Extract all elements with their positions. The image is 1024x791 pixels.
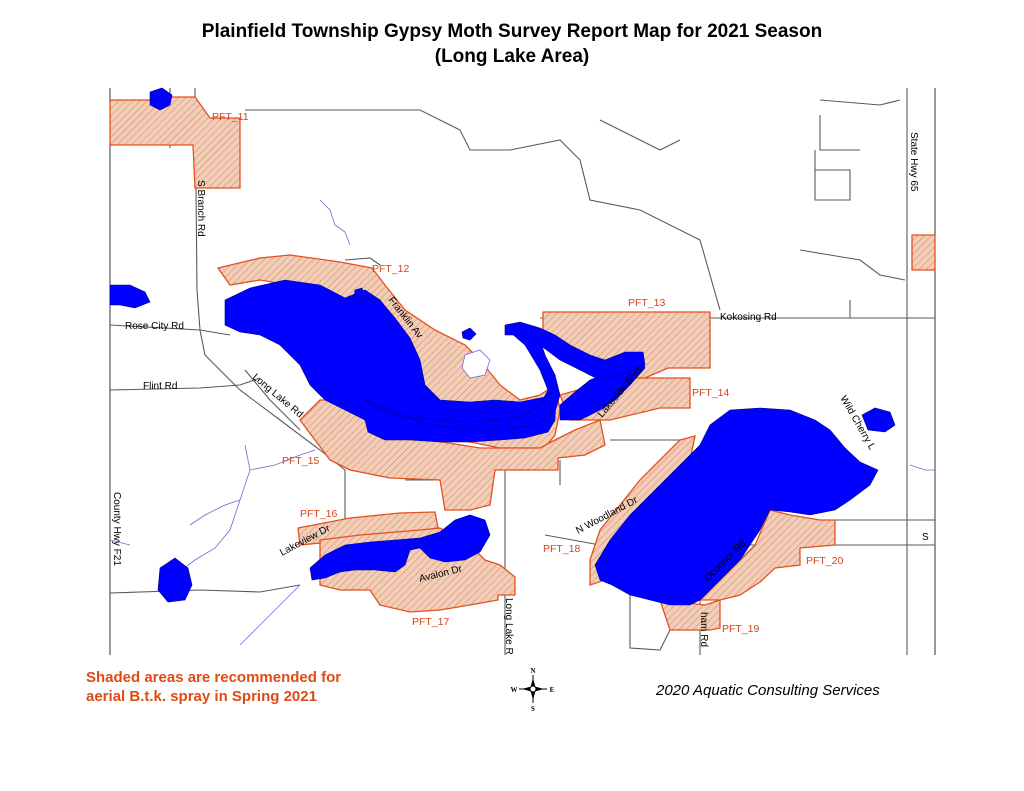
pond-nw — [149, 87, 173, 111]
label-pft-11: PFT_11 — [212, 111, 249, 123]
spray-blocks — [109, 96, 936, 631]
streams — [109, 199, 935, 646]
label-pft-14: PFT_14 — [692, 387, 730, 399]
block-labels: PFT_11 PFT_12 PFT_13 PFT_14 PFT_15 PFT_1… — [212, 111, 844, 635]
compass-east: E — [550, 686, 555, 694]
road-labels: S Branch Rd Rose City Rd Flint Rd Long L… — [111, 132, 929, 655]
long-lake-west — [224, 279, 557, 443]
island-center — [461, 349, 491, 379]
label-pft-19: PFT_19 — [722, 623, 760, 635]
long-lake-north-arm — [504, 321, 646, 381]
credit-text: 2020 Aquatic Consulting Services — [656, 682, 880, 699]
block-east-edge — [911, 234, 936, 271]
spray-note-line1: Shaded areas are recommended for — [86, 669, 342, 686]
label-pft-20: PFT_20 — [806, 555, 844, 567]
label-pft-15: PFT_15 — [282, 455, 320, 467]
block-pft-20 — [698, 509, 836, 601]
label-pft-12: PFT_12 — [372, 263, 410, 275]
label-county-hwy-f21: County Hwy F21 — [111, 492, 122, 566]
map-title-line2: (Long Lake Area) — [434, 46, 590, 67]
label-pft-13: PFT_13 — [628, 297, 666, 309]
map-title-line1: Plainfield Township Gypsy Moth Survey Re… — [201, 21, 823, 42]
road-network — [109, 87, 935, 655]
label-pft-16: PFT_16 — [300, 508, 338, 520]
compass-south: S — [531, 705, 535, 712]
label-rose-city-rd: Rose City Rd — [125, 321, 184, 332]
spray-note-line2: aerial B.t.k. spray in Spring 2021 — [86, 688, 317, 705]
pond-sw — [157, 557, 193, 603]
compass-west: W — [511, 686, 518, 694]
lakes — [109, 87, 896, 606]
pond-franklin — [353, 287, 366, 306]
label-state-hwy-65: State Hwy 65 — [908, 132, 919, 192]
pond-west — [109, 284, 151, 309]
label-s-branch-rd: S Branch Rd — [195, 180, 206, 237]
label-ham-rd: ham Rd — [698, 612, 709, 647]
label-s-edge: S — [922, 532, 929, 543]
compass-north: N — [530, 667, 535, 675]
compass-rose-icon: N S E W — [511, 667, 555, 712]
map-frame — [109, 88, 936, 655]
label-long-lake-rd: Long Lake Rd — [250, 372, 305, 420]
block-pft-19 — [659, 599, 721, 631]
label-long-lake-r: Long Lake R — [503, 598, 514, 655]
label-pft-18: PFT_18 — [543, 543, 581, 555]
pond-center — [461, 327, 477, 341]
label-flint-rd: Flint Rd — [143, 381, 177, 392]
south-lake — [309, 514, 491, 581]
upper-long-lake — [594, 407, 879, 606]
label-pft-17: PFT_17 — [412, 616, 450, 628]
spray-note: Shaded areas are recommended for aerial … — [86, 668, 341, 706]
label-kokosing-rd: Kokosing Rd — [720, 312, 777, 323]
pond-ne — [861, 407, 896, 433]
